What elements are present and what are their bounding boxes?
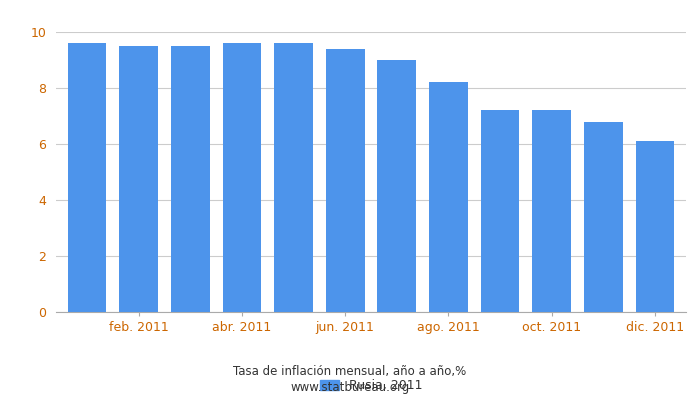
Legend: Rusia, 2011: Rusia, 2011	[315, 374, 427, 397]
Bar	[326, 49, 365, 312]
Bar	[119, 46, 158, 312]
Bar	[223, 43, 261, 312]
Bar	[68, 43, 106, 312]
Text: Tasa de inflación mensual, año a año,%: Tasa de inflación mensual, año a año,%	[233, 365, 467, 378]
Bar	[377, 60, 416, 312]
Bar	[481, 110, 519, 312]
Bar	[636, 141, 674, 312]
Bar	[274, 43, 313, 312]
Bar	[584, 122, 623, 312]
Bar	[171, 46, 209, 312]
Text: www.statbureau.org: www.statbureau.org	[290, 381, 410, 394]
Bar	[429, 82, 468, 312]
Bar	[533, 110, 571, 312]
